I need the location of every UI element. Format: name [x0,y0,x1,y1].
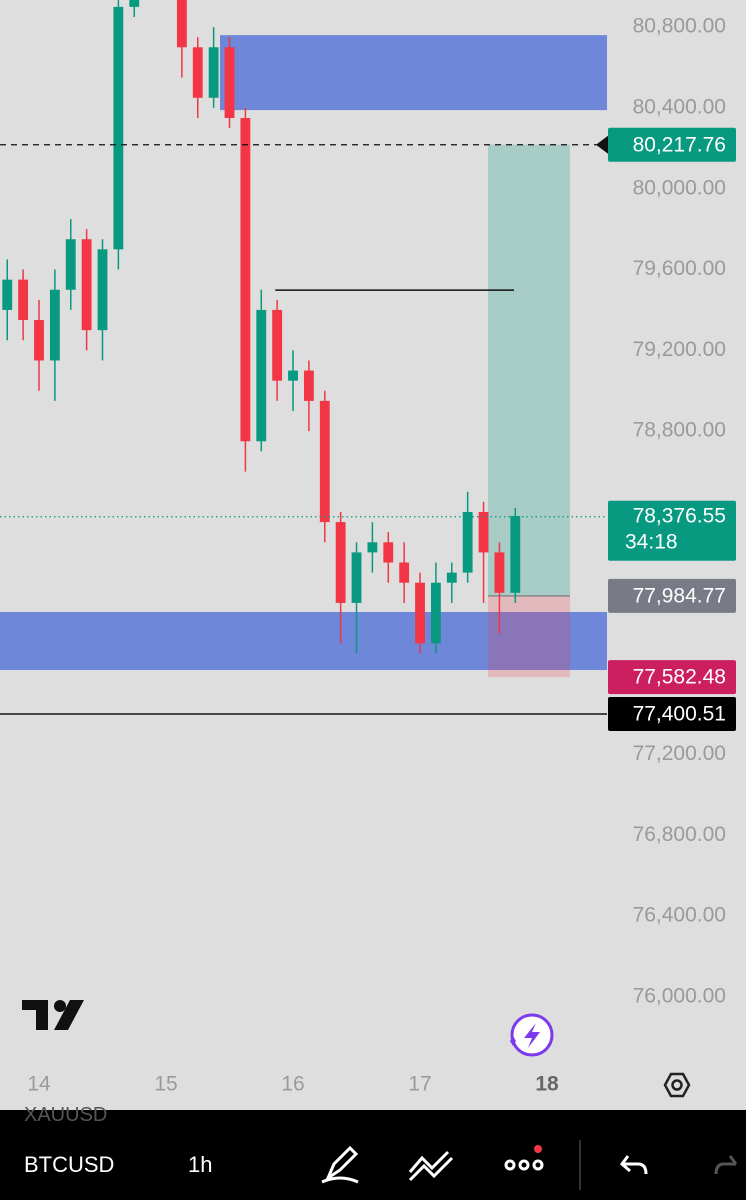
x-tick-label: 16 [281,1073,304,1096]
y-tick-label: 76,400.00 [633,904,726,927]
zone [0,612,607,670]
ai-assistant-button[interactable] [510,1013,554,1057]
price-tag [608,696,736,731]
x-tick-label: 17 [408,1073,431,1096]
candle-body [335,522,346,603]
candle-body [319,400,330,523]
candle-body [256,309,267,442]
y-tick-label: 77,200.00 [633,742,726,765]
candle-body [367,542,378,553]
price-tag [608,578,736,613]
y-tick-label: 80,800.00 [633,15,726,38]
price-tag [608,660,736,695]
candle-body [2,279,13,310]
candle-body [303,370,314,401]
x-tick-label: 14 [27,1073,51,1096]
y-tick-label: 76,000.00 [633,984,726,1007]
plot-area [0,0,607,678]
candle-body [192,47,203,98]
y-tick-label: 76,800.00 [633,823,726,846]
price-tag-label: 77,582.48 [633,666,726,689]
candle-body [34,320,44,361]
y-tick-label: 80,400.00 [633,95,726,118]
candle-body [430,582,441,644]
y-tick-label: 80,000.00 [633,176,726,199]
symbol-button[interactable]: BTCUSD [24,1152,115,1177]
y-tick-label: 78,800.00 [633,419,726,442]
position-loss [487,595,571,678]
zone [219,35,607,111]
candle-body [351,552,362,603]
candle-body [18,279,29,321]
price-tag-arrow [596,135,608,154]
settings-button[interactable] [663,1072,691,1098]
more-button[interactable] [504,1145,544,1171]
price-tag [608,500,736,561]
price-tag-countdown: 34:18 [625,530,678,553]
undo-button[interactable] [619,1155,648,1175]
candle-body [113,6,124,250]
x-tick-label: 18 [535,1073,559,1096]
candle-body [415,582,425,644]
indicators-button[interactable] [408,1150,454,1182]
candle-body [510,516,521,593]
toolbar-icons [321,1140,738,1190]
candle-body [462,511,473,573]
tradingview-logo [22,1000,84,1030]
y-tick-label: 79,200.00 [633,338,726,361]
candle-body [288,370,298,381]
ghost-symbol: XAUUSD [24,1104,108,1126]
candle-body [65,239,76,290]
draw-button[interactable] [321,1145,359,1184]
x-tick-label: 15 [154,1073,177,1096]
price-tag-label: 77,400.51 [633,702,726,725]
candle-body [208,47,219,98]
y-tick-label: 79,600.00 [633,257,726,280]
candle-body [478,511,489,553]
chart: 80,800.00 80,400.00 80,000.00 79,600.00 79,2… [0,0,736,1098]
candle-body [224,47,235,118]
candle-body [49,289,60,361]
candle-body [272,309,283,381]
candle-body [176,0,187,48]
candle-body [399,562,410,583]
price-tag-label: 80,217.76 [633,133,726,156]
candle-body [97,249,108,331]
candle-body [129,0,140,7]
price-tag-label: 78,376.55 [633,504,726,527]
bottom-toolbar: XAUUSD BTCUSD 1h [0,1104,746,1200]
price-tag-label: 77,984.77 [633,584,726,607]
price-tag [608,127,736,162]
candle-body [494,552,505,593]
candle-body [383,542,394,563]
candle-body [240,117,251,442]
interval-button[interactable]: 1h [188,1152,213,1177]
candle-body [81,239,92,331]
redo-button[interactable] [714,1155,738,1175]
position-profit [487,144,571,596]
candle-body [446,572,457,583]
